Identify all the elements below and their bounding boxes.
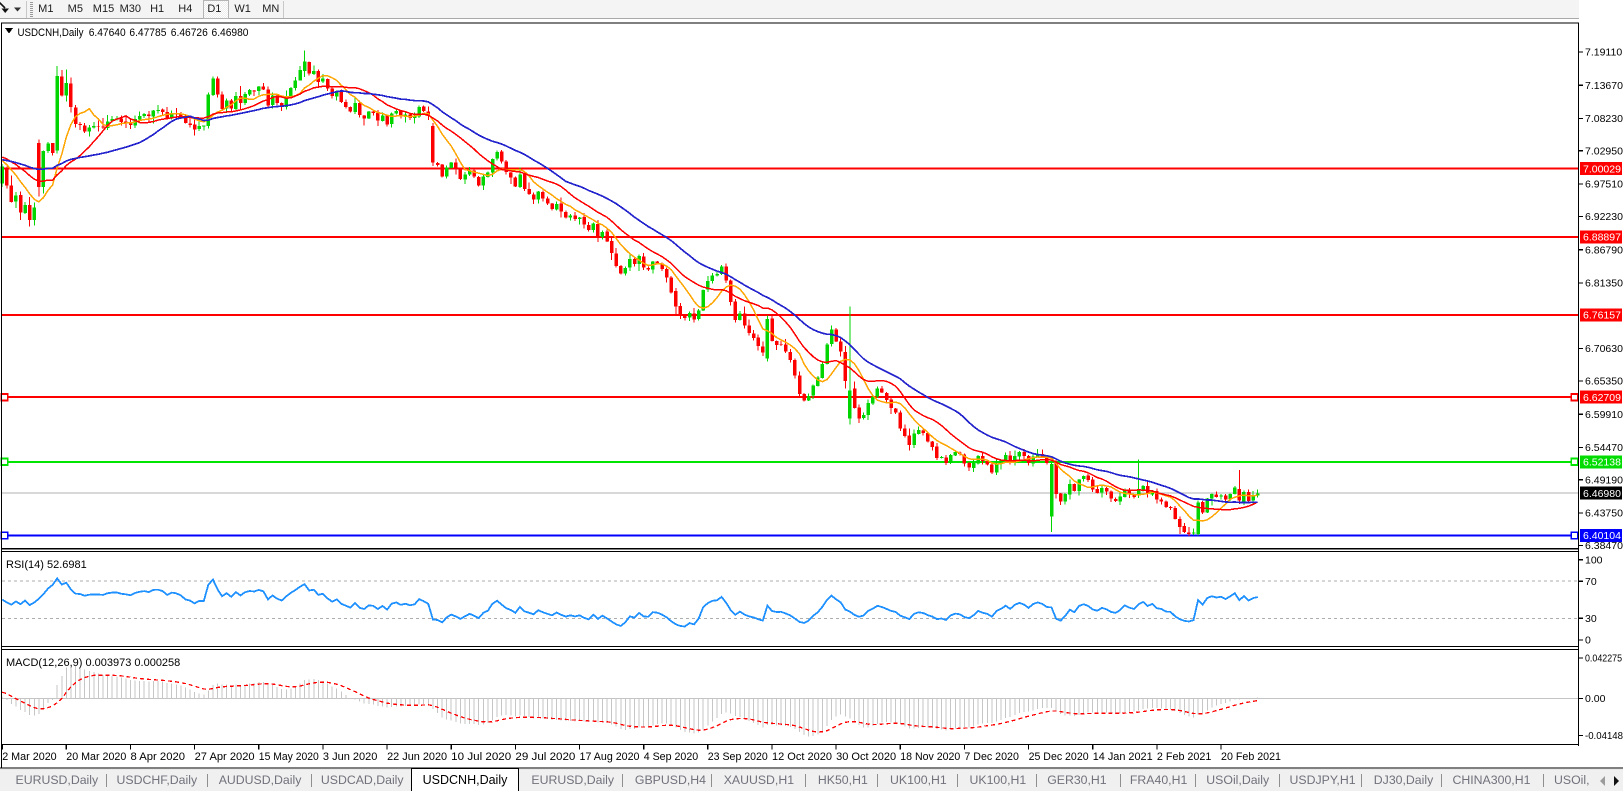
- svg-text:6.43750: 6.43750: [1585, 508, 1623, 520]
- svg-text:6.76157: 6.76157: [1583, 310, 1621, 322]
- svg-text:29 Jul 2020: 29 Jul 2020: [515, 751, 575, 763]
- svg-text:70: 70: [1585, 576, 1597, 588]
- svg-text:-0.04148: -0.04148: [1585, 730, 1623, 742]
- svg-text:18 Nov 2020: 18 Nov 2020: [900, 751, 960, 763]
- svg-text:7.00029: 7.00029: [1583, 164, 1621, 176]
- svg-text:14 Jan 2021: 14 Jan 2021: [1093, 751, 1153, 763]
- svg-text:25 Dec 2020: 25 Dec 2020: [1029, 751, 1089, 763]
- svg-text:7 Dec 2020: 7 Dec 2020: [964, 751, 1019, 763]
- svg-text:20 Mar 2020: 20 Mar 2020: [66, 751, 126, 763]
- svg-text:20 Feb 2021: 20 Feb 2021: [1221, 751, 1281, 763]
- svg-text:USDCNH,Daily: USDCNH,Daily: [18, 27, 84, 39]
- svg-text:6.70630: 6.70630: [1585, 343, 1623, 355]
- svg-text:15 May 2020: 15 May 2020: [259, 751, 319, 763]
- svg-text:17 Aug 2020: 17 Aug 2020: [580, 751, 640, 763]
- svg-text:MACD(12,26,9) 0.003973 0.00025: MACD(12,26,9) 0.003973 0.000258: [6, 657, 180, 669]
- svg-text:7.08230: 7.08230: [1585, 113, 1623, 125]
- svg-text:30 Oct 2020: 30 Oct 2020: [836, 751, 896, 763]
- svg-text:6.49190: 6.49190: [1585, 474, 1623, 486]
- svg-text:12 Oct 2020: 12 Oct 2020: [772, 751, 832, 763]
- svg-text:7.02950: 7.02950: [1585, 145, 1623, 157]
- svg-text:0: 0: [1585, 635, 1591, 647]
- svg-text:0.042275: 0.042275: [1585, 653, 1622, 665]
- svg-text:8 Apr 2020: 8 Apr 2020: [131, 751, 186, 763]
- svg-text:6.52138: 6.52138: [1583, 457, 1621, 469]
- svg-text:6.81350: 6.81350: [1585, 278, 1623, 290]
- svg-text:0.00: 0.00: [1585, 693, 1606, 705]
- svg-text:6.92230: 6.92230: [1585, 211, 1623, 223]
- svg-text:6.54470: 6.54470: [1585, 442, 1623, 454]
- svg-text:6.86790: 6.86790: [1585, 244, 1623, 256]
- svg-text:7.19110: 7.19110: [1585, 47, 1622, 59]
- svg-text:6.88897: 6.88897: [1583, 232, 1621, 244]
- svg-text:3 Jun 2020: 3 Jun 2020: [323, 751, 378, 763]
- svg-text:22 Jun 2020: 22 Jun 2020: [387, 751, 447, 763]
- svg-text:6.46980: 6.46980: [1583, 488, 1621, 500]
- svg-text:23 Sep 2020: 23 Sep 2020: [708, 751, 768, 763]
- svg-text:7.13670: 7.13670: [1585, 80, 1623, 92]
- svg-text:10 Jul 2020: 10 Jul 2020: [451, 751, 511, 763]
- svg-text:6.62709: 6.62709: [1583, 392, 1621, 404]
- svg-text:27 Apr 2020: 27 Apr 2020: [195, 751, 255, 763]
- svg-text:6.59910: 6.59910: [1585, 409, 1623, 421]
- svg-text:RSI(14) 52.6981: RSI(14) 52.6981: [6, 559, 87, 571]
- svg-text:6.40104: 6.40104: [1583, 530, 1621, 542]
- svg-text:6.46980: 6.46980: [212, 27, 249, 39]
- svg-text:100: 100: [1585, 554, 1603, 566]
- svg-text:6.65350: 6.65350: [1585, 376, 1623, 388]
- svg-text:6.38470: 6.38470: [1585, 540, 1623, 552]
- svg-text:2 Mar 2020: 2 Mar 2020: [2, 751, 57, 763]
- svg-text:6.47785: 6.47785: [129, 27, 166, 39]
- svg-text:6.46726: 6.46726: [171, 27, 208, 39]
- svg-text:6.47640: 6.47640: [89, 27, 126, 39]
- svg-text:6.97510: 6.97510: [1585, 179, 1623, 191]
- svg-text:4 Sep 2020: 4 Sep 2020: [644, 751, 699, 763]
- svg-text:30: 30: [1585, 613, 1597, 625]
- svg-text:2 Feb 2021: 2 Feb 2021: [1157, 751, 1212, 763]
